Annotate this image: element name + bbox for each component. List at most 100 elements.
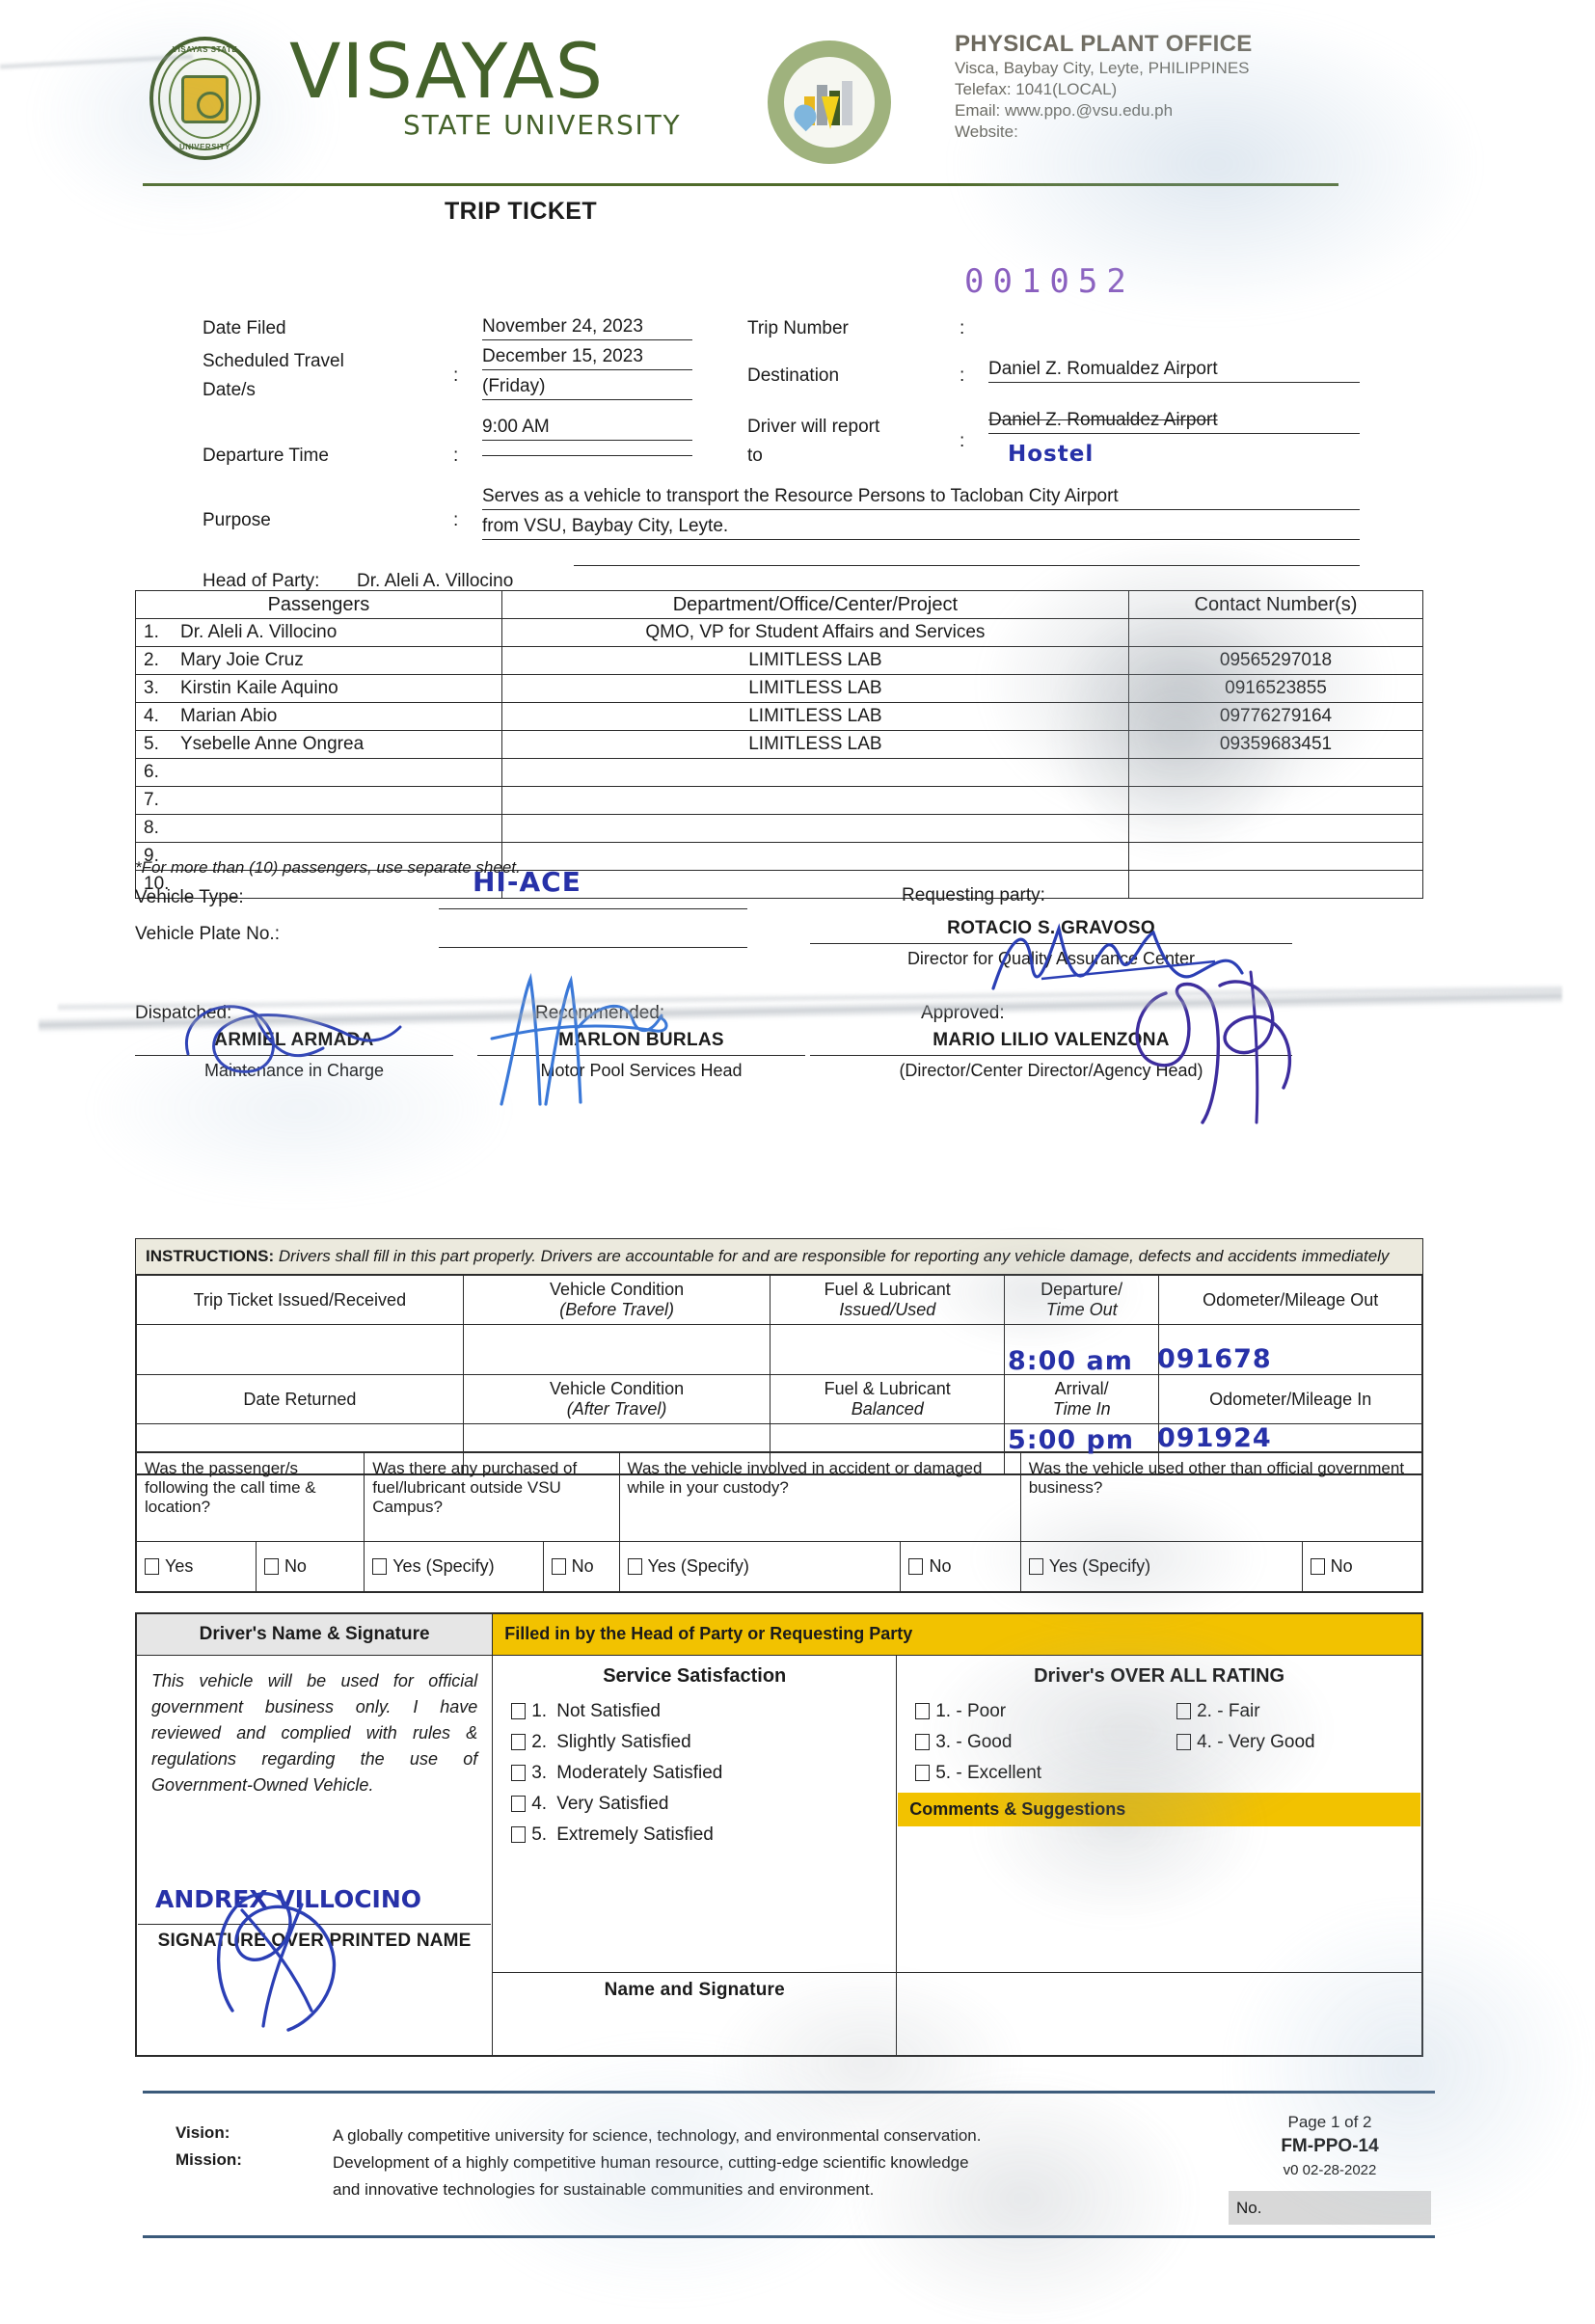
- date-filed-label: Date Filed: [203, 318, 286, 338]
- checkbox-icon[interactable]: [145, 1558, 159, 1575]
- checkbox-icon[interactable]: [915, 1765, 931, 1781]
- driver-report-colon: :: [960, 431, 965, 451]
- checkbox-icon[interactable]: [1176, 1734, 1192, 1750]
- rating-option[interactable]: 4. - Very Good: [1159, 1727, 1420, 1758]
- log-header-cell: Date Returned: [136, 1374, 464, 1424]
- office-name: PHYSICAL PLANT OFFICE: [955, 31, 1253, 57]
- comments-suggestions-title: Comments & Suggestions: [898, 1793, 1420, 1826]
- passenger-dept-cell[interactable]: [500, 814, 1130, 843]
- passenger-dept-cell[interactable]: [500, 870, 1130, 899]
- passenger-name-cell[interactable]: 9.: [135, 842, 502, 871]
- log-header-cell: Fuel & Lubricant Balanced: [770, 1374, 1005, 1424]
- satisfaction-option[interactable]: 1. Not Satisfied: [494, 1696, 895, 1727]
- checkbox-icon[interactable]: [1028, 1558, 1043, 1575]
- passenger-dept-cell[interactable]: QMO, VP for Student Affairs and Services: [500, 618, 1130, 647]
- purpose-label: Purpose: [203, 510, 271, 530]
- driver-satisfaction-table: Driver's Name & Signature Filled in by t…: [135, 1613, 1422, 2056]
- control-number-box[interactable]: No.: [1229, 2191, 1431, 2225]
- footer-divider-top: [143, 2091, 1435, 2094]
- log-header-cell: Fuel & Lubricant Issued/Used: [770, 1275, 1005, 1325]
- satisfaction-option[interactable]: 5. Extremely Satisfied: [494, 1820, 895, 1851]
- passenger-contact-cell[interactable]: [1128, 758, 1423, 787]
- table-row: 9.: [135, 842, 1423, 871]
- satisfaction-option[interactable]: 4. Very Satisfied: [494, 1789, 895, 1820]
- checkbox-icon[interactable]: [915, 1703, 931, 1719]
- seal-top-text: VISAYAS STATE: [172, 45, 238, 54]
- answer-checkbox-cell[interactable]: No: [900, 1541, 1021, 1592]
- answer-checkbox-cell[interactable]: Yes: [136, 1541, 257, 1592]
- rating-option[interactable]: 2. - Fair: [1159, 1696, 1420, 1727]
- scheduled-travel-label-line1: Scheduled Travel: [203, 351, 344, 371]
- checkbox-icon[interactable]: [372, 1558, 388, 1575]
- service-satisfaction-cell: Service Satisfaction 1. Not Satisfied 2. Sl…: [492, 1655, 898, 1973]
- name-signature-cell[interactable]: Name and Signature: [492, 1972, 898, 2056]
- log-header-row-2: Date Returned Vehicle Condition (After Tra…: [136, 1374, 1422, 1424]
- header-divider: [143, 183, 1338, 186]
- passenger-dept-cell[interactable]: [500, 842, 1130, 871]
- checkbox-icon[interactable]: [627, 1558, 642, 1575]
- checkbox-icon[interactable]: [263, 1558, 279, 1575]
- checkbox-icon[interactable]: [551, 1558, 566, 1575]
- checkbox-icon[interactable]: [915, 1734, 931, 1750]
- university-subtitle: STATE UNIVERSITY: [403, 109, 682, 141]
- driver-rating-title: Driver's OVER ALL RATING: [1034, 1665, 1285, 1687]
- rating-option[interactable]: 3. - Good: [898, 1727, 1159, 1758]
- log-header-row-1: Trip Ticket Issued/Received Vehicle Condi…: [136, 1275, 1422, 1325]
- answer-checkbox-cell[interactable]: Yes (Specify): [1019, 1541, 1303, 1592]
- log-value-cell[interactable]: [1003, 1324, 1160, 1375]
- checkbox-icon[interactable]: [511, 1765, 527, 1781]
- satisfaction-option[interactable]: 2. Slightly Satisfied: [494, 1727, 895, 1758]
- passenger-name-cell[interactable]: 5. Ysebelle Anne Ongrea: [135, 730, 502, 759]
- passenger-contact-cell[interactable]: [1128, 618, 1423, 647]
- ppo-contact-block: PHYSICAL PLANT OFFICE Visca, Baybay City…: [955, 31, 1360, 143]
- rating-option-grid: 1. - Poor 2. - Fair 3. - Good 4. - Very Goo…: [898, 1696, 1420, 1789]
- university-name: VISAYAS: [289, 29, 605, 116]
- checkbox-icon[interactable]: [511, 1826, 527, 1843]
- trip-number-colon: :: [960, 318, 965, 338]
- questions-box: Was the passenger/s following the call t…: [135, 1451, 1423, 1593]
- passenger-name-cell[interactable]: 10.: [135, 870, 502, 899]
- recommended-role: Motor Pool Services Head: [540, 1061, 743, 1080]
- passenger-dept-cell[interactable]: LIMITLESS LAB: [500, 702, 1130, 731]
- passenger-name-cell[interactable]: 6.: [135, 758, 502, 787]
- checkbox-icon[interactable]: [511, 1703, 527, 1719]
- office-telefax: Telefax: 1041(LOCAL): [955, 80, 1118, 98]
- passenger-name-cell[interactable]: 1. Dr. Aleli A. Villocino: [135, 618, 502, 647]
- scan-artifacts: [0, 10, 1581, 2324]
- rating-option[interactable]: 1. - Poor: [898, 1696, 1159, 1727]
- table-row: 3. Kirstin Kaile Aquino LIMITLESS LAB 09165…: [135, 674, 1423, 703]
- satisfaction-option[interactable]: 3. Moderately Satisfied: [494, 1758, 895, 1789]
- scheduled-travel-label-line2: Date/s: [203, 380, 256, 400]
- answer-checkbox-cell[interactable]: Yes (Specify): [618, 1541, 902, 1592]
- instructions-bold-label: INSTRUCTIONS:: [146, 1247, 275, 1265]
- form-code: FM-PPO-14: [1281, 2136, 1379, 2156]
- passenger-name-cell[interactable]: 3. Kirstin Kaile Aquino: [135, 674, 502, 703]
- answer-checkbox-cell[interactable]: No: [542, 1541, 620, 1592]
- checkbox-icon[interactable]: [1310, 1558, 1325, 1575]
- passenger-name-cell[interactable]: 4. Marian Abio: [135, 702, 502, 731]
- passenger-name-cell[interactable]: 8.: [135, 814, 502, 843]
- destination-value: Daniel Z. Romualdez Airport: [988, 359, 1360, 383]
- rating-option[interactable]: 5. - Excellent: [898, 1758, 1159, 1789]
- passenger-contact-cell[interactable]: [1128, 842, 1423, 871]
- answer-checkbox-cell[interactable]: No: [1301, 1541, 1423, 1592]
- passenger-dept-cell[interactable]: LIMITLESS LAB: [500, 674, 1130, 703]
- answer-checkbox-cell[interactable]: Yes (Specify): [364, 1541, 544, 1592]
- answer-checkbox-cell[interactable]: No: [255, 1541, 365, 1592]
- question-text-cell: Was the vehicle involved in accident or …: [618, 1452, 1021, 1542]
- checkbox-icon[interactable]: [511, 1734, 527, 1750]
- approved-name: MARIO LILIO VALENZONA: [933, 1030, 1170, 1050]
- seal-bottom-text: UNIVERSITY: [178, 143, 230, 151]
- passenger-contact-cell[interactable]: [1128, 870, 1423, 899]
- passenger-name-cell[interactable]: 2. Mary Joie Cruz: [135, 646, 502, 675]
- instructions-text: Drivers shall fill in this part properly…: [278, 1247, 1390, 1265]
- question-text-cell: Was the passenger/s following the call t…: [135, 1452, 365, 1542]
- log-header-cell: Trip Ticket Issued/Received: [136, 1275, 464, 1325]
- passenger-dept-cell[interactable]: [500, 786, 1130, 815]
- arrival-time-in-handwritten: 5:00 pm: [1008, 1425, 1135, 1455]
- log-value-cell[interactable]: [1158, 1324, 1422, 1375]
- checkbox-icon[interactable]: [511, 1796, 527, 1812]
- checkbox-icon[interactable]: [908, 1558, 924, 1575]
- checkbox-icon[interactable]: [1176, 1703, 1192, 1719]
- departure-time-label: Departure Time: [203, 446, 329, 466]
